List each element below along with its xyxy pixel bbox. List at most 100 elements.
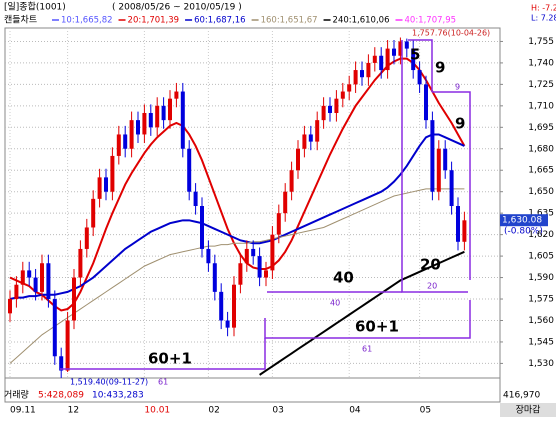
volume-legend: 5:428,089 <box>38 391 84 401</box>
candle-body <box>110 155 115 192</box>
candle-body <box>270 234 275 271</box>
candle-body <box>449 170 454 207</box>
candle-body <box>193 191 198 207</box>
plot <box>8 37 467 378</box>
candle-body <box>225 320 230 328</box>
x-tick-label: 12 <box>68 406 79 416</box>
legend-label: 20:1,701,39 <box>128 16 180 26</box>
candle-body <box>244 248 249 264</box>
volume-legend: 10:433,283 <box>92 391 144 401</box>
candle-body <box>424 84 428 121</box>
candle-body <box>212 263 217 292</box>
price-tag <box>500 214 548 227</box>
y-tick-label: 1,710 <box>528 101 554 111</box>
candle-body <box>91 198 96 228</box>
y-tick-label: 1,680 <box>528 144 554 154</box>
y-tick-label: 1,755 <box>528 37 554 47</box>
annotation: 20 <box>420 256 441 274</box>
annotation: 60+1 <box>148 350 192 368</box>
candle-body <box>302 134 307 149</box>
ma-line <box>259 250 465 376</box>
y-tick-label: 1,695 <box>528 123 554 133</box>
high-label: H: -7.26 <box>531 4 556 13</box>
candle-body <box>264 270 268 278</box>
candle-body <box>353 70 358 85</box>
candle-body <box>72 277 76 321</box>
candle-body <box>443 148 448 171</box>
candle-body <box>456 206 460 242</box>
wave-line <box>264 300 471 339</box>
candle-body <box>296 148 300 171</box>
annotation: 9 <box>455 115 465 133</box>
annotation: 61 <box>158 378 168 387</box>
x-tick-label: 02 <box>208 406 219 416</box>
candle-body <box>436 148 441 192</box>
candle-body <box>360 70 364 78</box>
candle-body <box>142 112 147 135</box>
annotation: 40 <box>333 269 354 287</box>
legend-label: 160:1,651,67 <box>261 16 318 26</box>
x-tick-label: 09.11 <box>10 406 36 416</box>
candle-body <box>276 213 281 235</box>
annotation: 40 <box>330 299 340 308</box>
wave-lines <box>60 39 471 370</box>
legend-label: 60:1,687,16 <box>194 16 246 26</box>
candle-body <box>84 227 89 249</box>
candle-body <box>392 48 396 56</box>
ma-line <box>9 133 465 300</box>
annotation: 5 <box>410 46 420 64</box>
wave-line <box>60 338 266 370</box>
candle-body <box>379 55 384 71</box>
close-box <box>500 403 556 417</box>
candle-body <box>180 91 185 149</box>
y-tick-label: 1,725 <box>528 80 554 90</box>
candle-body <box>321 105 326 121</box>
candle-body <box>328 105 332 113</box>
candle-body <box>417 70 422 85</box>
candle-body <box>33 277 38 292</box>
candle-body <box>251 248 256 257</box>
x-tick-label: 03 <box>272 406 283 416</box>
change-label: (-0.80%) <box>504 227 543 237</box>
candle-body <box>334 98 339 113</box>
x-tick-label: 10.01 <box>144 406 170 416</box>
volume-frame <box>4 377 501 403</box>
candle-body <box>308 134 313 142</box>
candle-body <box>289 170 294 192</box>
candle-body <box>430 120 435 192</box>
candle-body <box>238 263 243 285</box>
y-tick-label: 1,545 <box>528 337 554 347</box>
candle-body <box>65 320 70 371</box>
ma-line <box>9 188 465 364</box>
candle-body <box>411 48 416 71</box>
candle-body <box>372 55 377 63</box>
candle-body <box>200 206 204 249</box>
annotation: 9 <box>435 59 445 77</box>
candle-body <box>104 177 108 192</box>
legend-label: 240:1,610,06 <box>333 16 390 26</box>
candle-body <box>46 263 51 300</box>
y-tick-label: 1,740 <box>528 58 554 68</box>
candle-body <box>168 98 172 121</box>
wave-box <box>432 91 471 280</box>
annotation: 20 <box>427 282 437 291</box>
volume-title: 거래량 <box>4 389 29 401</box>
chart-label: 캔들차트 <box>4 14 37 26</box>
market-close: 장마감 <box>516 404 541 416</box>
annotation: 60+1 <box>355 318 399 336</box>
candle-body <box>315 120 320 142</box>
x-tick-label: 05 <box>420 406 431 416</box>
candle-body <box>174 91 179 99</box>
candle-body <box>398 41 403 56</box>
volume-last: 416,970 <box>503 391 540 401</box>
candle-body <box>8 299 12 314</box>
candle-body <box>347 84 352 92</box>
candle-body <box>20 270 25 285</box>
candle-body <box>366 62 371 78</box>
candle-body <box>257 256 262 278</box>
legend-label: 40:1,707,95 <box>405 16 457 26</box>
chart-subtitle: ( 2008/05/26 ~ 2010/05/19 ) <box>112 3 242 13</box>
candle-body <box>155 105 160 128</box>
candle-body <box>148 112 153 128</box>
